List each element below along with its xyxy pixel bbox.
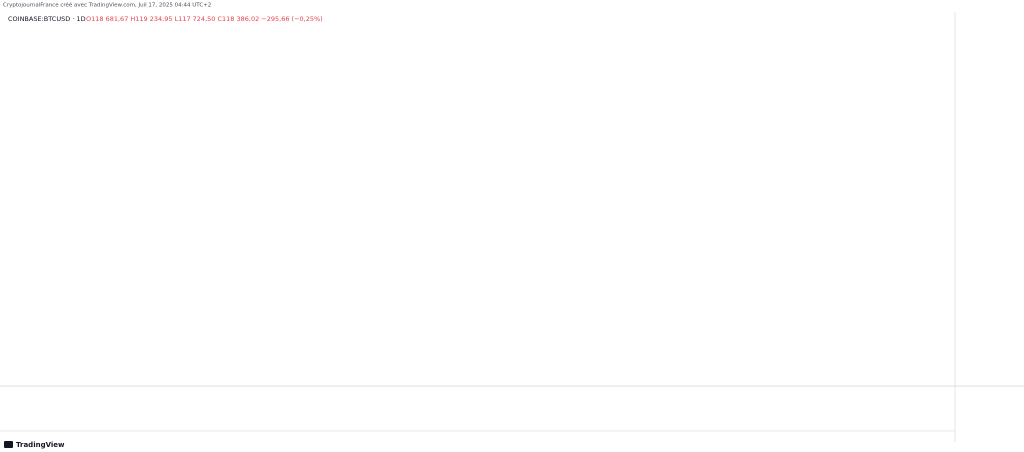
credit: CryptojournalFrance créé avec TradingVie… (3, 2, 211, 9)
logo-icon (4, 441, 13, 448)
logo: TradingView (16, 441, 65, 449)
ohlc: O118 681,67 H119 234,95 L117 724,50 C118… (86, 15, 323, 23)
symbol: COINBASE:BTCUSD · 1D (8, 15, 86, 23)
